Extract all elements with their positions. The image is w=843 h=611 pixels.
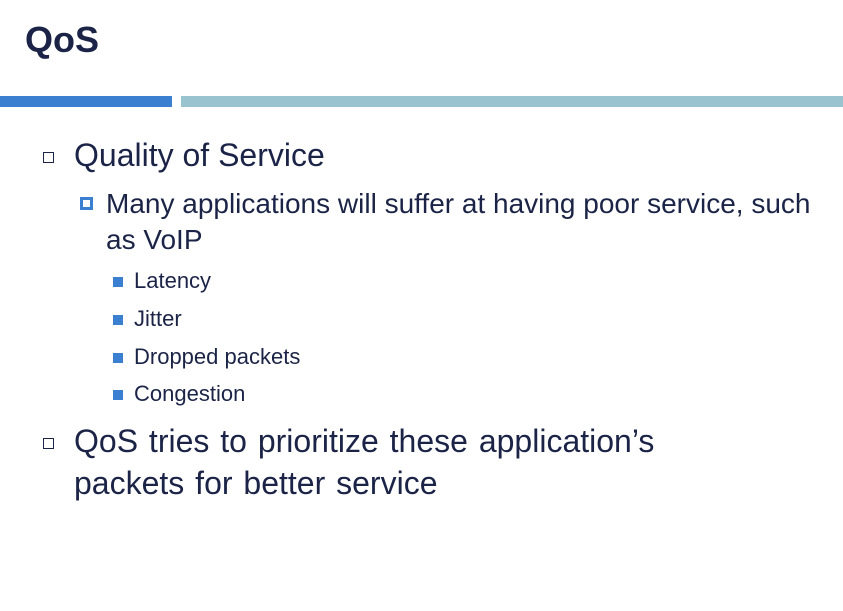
- hollow-square-bullet-icon: [43, 438, 54, 449]
- bullet-latency: Latency: [113, 267, 211, 295]
- bullet-text: Congestion: [134, 381, 246, 406]
- slide-title: QoS: [25, 19, 100, 60]
- bullet-text: Many applications will suffer at having …: [106, 188, 811, 255]
- bullet-text: Dropped packets: [134, 344, 301, 369]
- hollow-square-bullet-icon: [43, 152, 54, 163]
- bullet-congestion: Congestion: [113, 380, 245, 408]
- bullet-text: Latency: [134, 268, 212, 293]
- title-rule-accent: [0, 96, 172, 107]
- bullet-text: Jitter: [134, 306, 182, 331]
- filled-square-bullet-icon: [113, 315, 123, 325]
- filled-square-bullet-icon: [113, 390, 123, 400]
- filled-square-bullet-icon: [113, 353, 123, 363]
- bullet-text: Quality of Service: [74, 137, 325, 173]
- bullet-jitter: Jitter: [113, 305, 182, 333]
- bullet-quality-of-service: Quality of Service: [43, 134, 325, 176]
- framed-square-bullet-icon: [80, 197, 93, 210]
- filled-square-bullet-icon: [113, 277, 123, 287]
- title-rule: [181, 96, 843, 107]
- bullet-text: QoS tries to prioritize these applicatio…: [74, 423, 655, 501]
- bullet-dropped-packets: Dropped packets: [113, 343, 300, 371]
- bullet-qos-prioritize: QoS tries to prioritize these applicatio…: [43, 420, 774, 504]
- bullet-many-applications: Many applications will suffer at having …: [80, 186, 831, 258]
